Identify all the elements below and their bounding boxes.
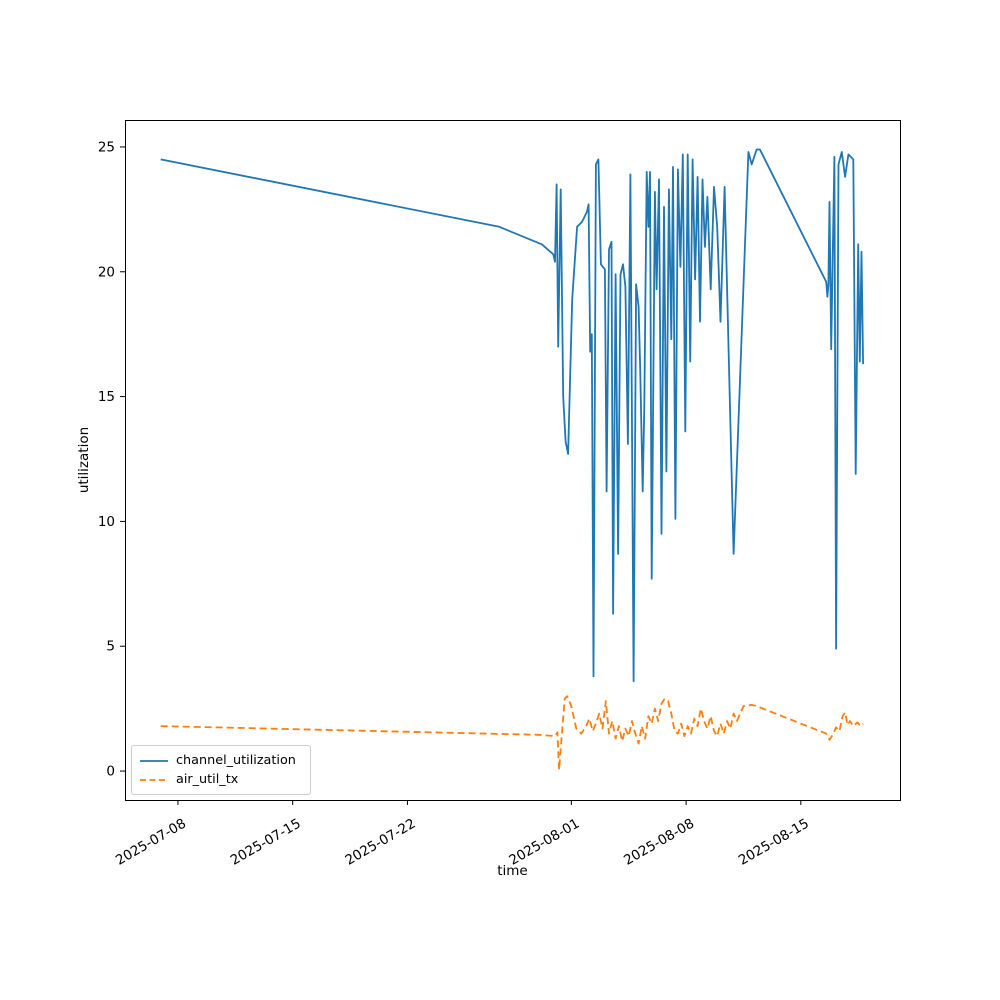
x-axis-tick-label: 2025-07-22 (342, 816, 418, 869)
axes-spines (125, 120, 901, 801)
y-axis-tick-label: 25 (98, 139, 115, 155)
channel-utilization-line-sample-icon (140, 759, 168, 762)
x-axis-tick-label: 2025-07-08 (113, 816, 189, 869)
y-axis-tick-label: 20 (98, 264, 115, 280)
x-axis-tick-label: 2025-08-15 (736, 816, 812, 869)
y-axis-tick-label: 5 (106, 639, 115, 655)
y-axis-tick-label: 10 (98, 514, 115, 530)
legend-entry-channel-utilization: channel_utilization (140, 751, 302, 770)
y-axis-tick-label: 15 (98, 389, 115, 405)
y-axis-title: utilization (76, 426, 92, 494)
x-axis-tick-label: 2025-08-01 (506, 816, 582, 869)
legend: channel_utilization air_util_tx (131, 745, 311, 795)
legend-label-channel-utilization: channel_utilization (176, 753, 296, 768)
y-axis-tick-label: 0 (106, 764, 115, 780)
x-axis-tick-label: 2025-08-08 (621, 816, 697, 869)
legend-label-air-util-tx: air_util_tx (176, 772, 239, 787)
channel-utilization-line (160, 148, 864, 683)
legend-entry-air-util-tx: air_util_tx (140, 770, 302, 789)
x-axis-title: time (497, 863, 528, 879)
air-util-tx-line-sample-icon (140, 778, 168, 781)
air-util-tx-line (160, 695, 864, 771)
x-axis-tick-label: 2025-07-15 (228, 816, 304, 869)
